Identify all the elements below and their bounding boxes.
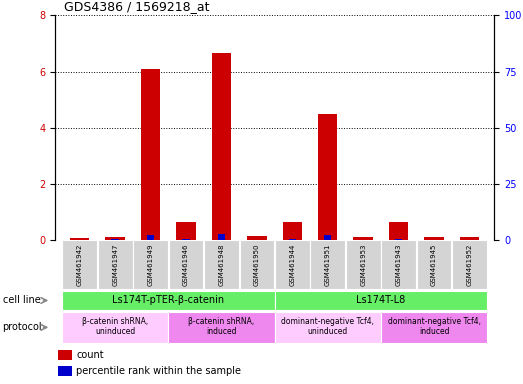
Text: GSM461945: GSM461945 bbox=[431, 244, 437, 286]
Bar bbox=[133, 240, 168, 290]
Text: dominant-negative Tcf4,
uninduced: dominant-negative Tcf4, uninduced bbox=[281, 317, 374, 336]
Bar bbox=[147, 235, 154, 240]
Bar bbox=[168, 312, 275, 343]
Text: GSM461953: GSM461953 bbox=[360, 244, 366, 286]
Bar bbox=[176, 222, 196, 240]
Bar bbox=[310, 240, 345, 290]
Bar bbox=[218, 234, 225, 240]
Text: GSM461946: GSM461946 bbox=[183, 244, 189, 286]
Text: GDS4386 / 1569218_at: GDS4386 / 1569218_at bbox=[64, 0, 209, 13]
Bar bbox=[318, 114, 337, 240]
Bar bbox=[275, 240, 310, 290]
Bar bbox=[212, 53, 231, 240]
Bar bbox=[62, 312, 168, 343]
Bar bbox=[381, 312, 487, 343]
Text: percentile rank within the sample: percentile rank within the sample bbox=[76, 366, 241, 376]
Text: GSM461952: GSM461952 bbox=[467, 244, 472, 286]
Bar bbox=[204, 240, 239, 290]
Bar bbox=[70, 238, 89, 240]
Text: Ls174T-pTER-β-catenin: Ls174T-pTER-β-catenin bbox=[112, 295, 224, 305]
Bar bbox=[346, 240, 381, 290]
Bar bbox=[452, 240, 487, 290]
Text: cell line: cell line bbox=[3, 295, 40, 306]
Bar bbox=[289, 239, 296, 240]
Bar bbox=[141, 69, 161, 240]
Text: count: count bbox=[76, 350, 104, 360]
Bar bbox=[62, 291, 275, 310]
Bar bbox=[58, 351, 72, 360]
Bar bbox=[106, 237, 125, 240]
Bar bbox=[58, 366, 72, 376]
Bar bbox=[417, 240, 451, 290]
Bar bbox=[395, 239, 402, 240]
Text: dominant-negative Tcf4,
induced: dominant-negative Tcf4, induced bbox=[388, 317, 481, 336]
Bar bbox=[183, 239, 190, 240]
Bar bbox=[62, 240, 97, 290]
Text: β-catenin shRNA,
uninduced: β-catenin shRNA, uninduced bbox=[82, 317, 148, 336]
Bar bbox=[247, 236, 267, 240]
Bar bbox=[98, 240, 132, 290]
Text: protocol: protocol bbox=[3, 322, 42, 333]
Bar bbox=[111, 239, 119, 240]
Bar bbox=[240, 240, 274, 290]
Bar bbox=[275, 312, 381, 343]
Bar bbox=[389, 222, 408, 240]
Bar bbox=[168, 240, 203, 290]
Text: GSM461947: GSM461947 bbox=[112, 244, 118, 286]
Text: GSM461950: GSM461950 bbox=[254, 244, 260, 286]
Text: Ls174T-L8: Ls174T-L8 bbox=[356, 295, 405, 305]
Bar bbox=[460, 237, 479, 240]
Bar bbox=[354, 237, 373, 240]
Text: GSM461943: GSM461943 bbox=[395, 244, 402, 286]
Text: GSM461951: GSM461951 bbox=[325, 244, 331, 286]
Text: GSM461944: GSM461944 bbox=[289, 244, 295, 286]
Bar bbox=[282, 222, 302, 240]
Bar bbox=[424, 237, 444, 240]
Bar bbox=[381, 240, 416, 290]
Text: β-catenin shRNA,
induced: β-catenin shRNA, induced bbox=[188, 317, 255, 336]
Text: GSM461949: GSM461949 bbox=[147, 244, 154, 286]
Bar bbox=[275, 291, 487, 310]
Text: GSM461948: GSM461948 bbox=[219, 244, 224, 286]
Bar bbox=[324, 235, 332, 240]
Text: GSM461942: GSM461942 bbox=[77, 244, 83, 286]
